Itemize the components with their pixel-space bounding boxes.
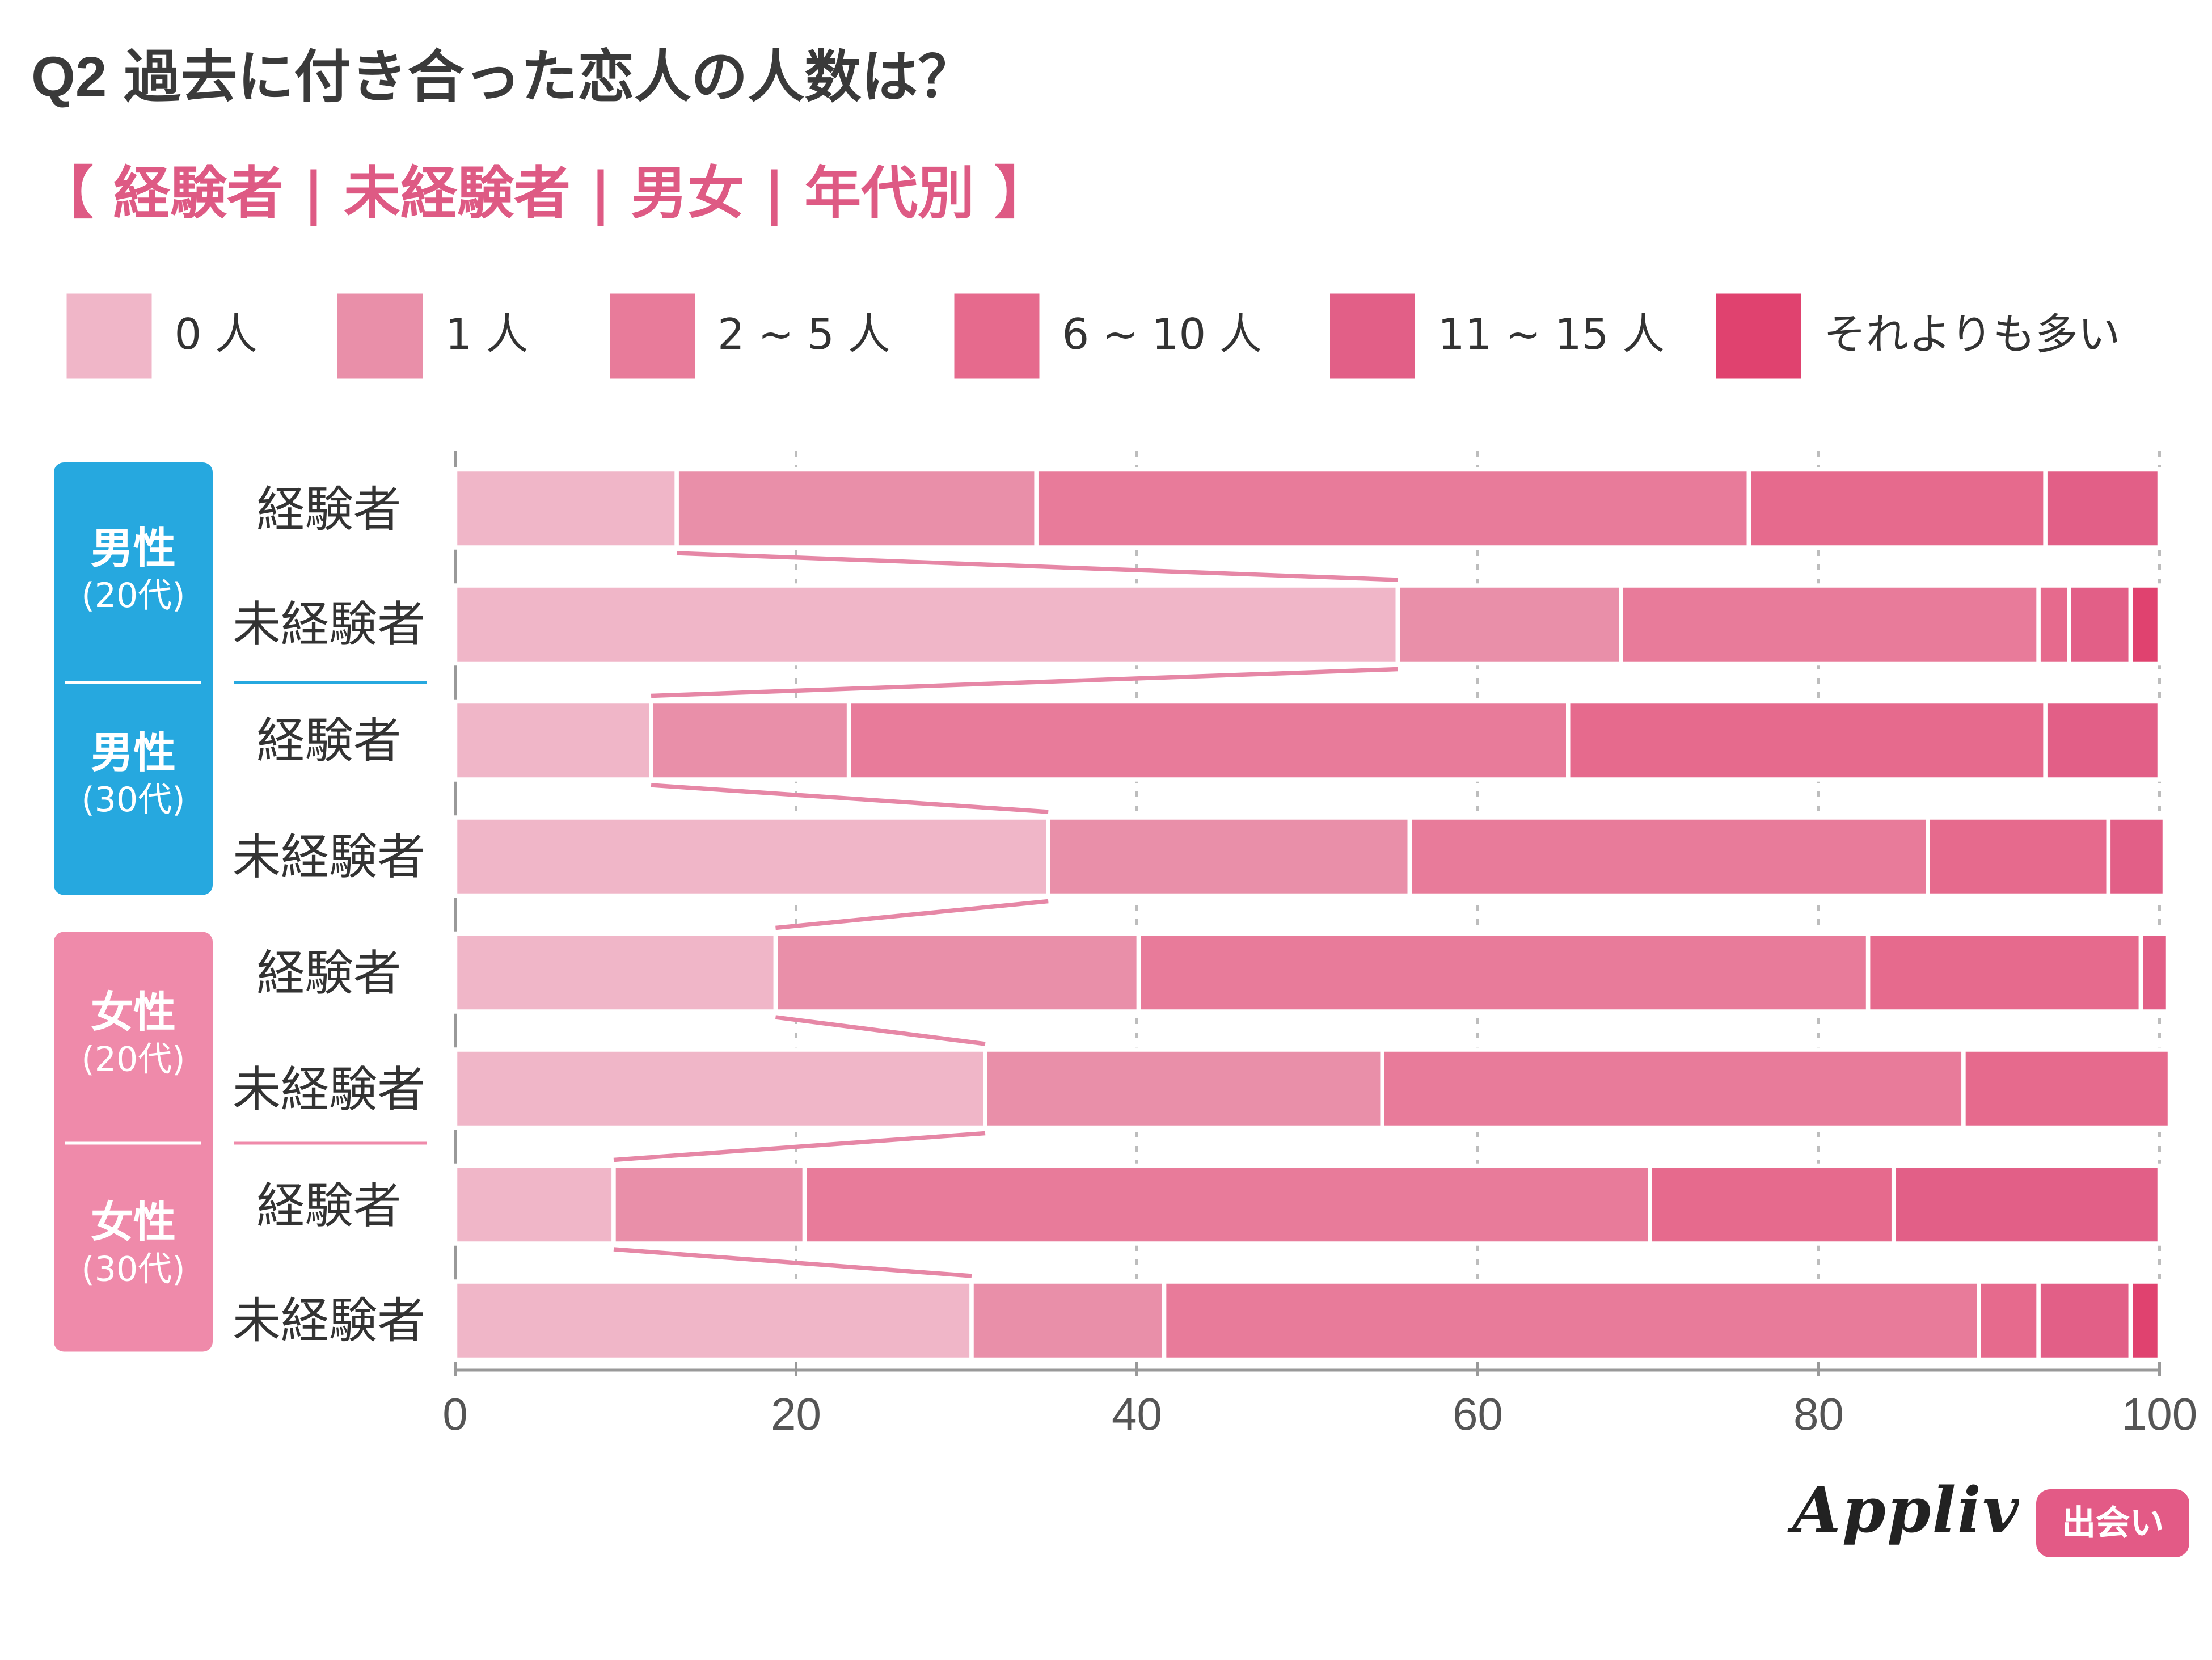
bar-segment: [453, 467, 679, 550]
x-tick-label: 60: [1453, 1389, 1503, 1439]
group-divider: [65, 681, 201, 684]
legend-label: 2 ~ 5 人: [717, 310, 890, 361]
bar-segment: [2128, 583, 2162, 666]
connector-line: [613, 1247, 972, 1278]
row-label: 経験者: [256, 482, 402, 539]
female-group-box: 女性 (20代) 女性 (30代): [54, 932, 213, 1352]
bar-segment: [1162, 1279, 1981, 1362]
bar-segment: [1046, 815, 1412, 898]
bar-segment: [969, 1279, 1167, 1362]
question-number: Q2: [31, 47, 107, 109]
row-label: 未経験者: [233, 829, 425, 887]
bar-segment: [611, 1163, 807, 1246]
bar-segment: [453, 1163, 616, 1246]
bar-segment: [2067, 583, 2133, 666]
bar-segment: [1380, 1047, 1966, 1130]
connector-line: [613, 1131, 986, 1162]
bar-segment: [1136, 931, 1871, 1014]
bar-segment: [2138, 931, 2171, 1014]
x-tick-label: 0: [442, 1389, 468, 1439]
bar-segment: [2043, 699, 2162, 782]
bar-segment: [1034, 467, 1751, 550]
connector-line: [651, 667, 1398, 698]
male-group-box: 男性 (20代) 男性 (30代): [54, 462, 213, 895]
bar-segment: [453, 699, 653, 782]
connector-line: [775, 1015, 986, 1046]
connector-line: [677, 551, 1398, 582]
bar-segment: [1619, 583, 2041, 666]
bar-segment: [453, 815, 1050, 898]
row-label: 経験者: [256, 713, 402, 770]
bar-segment: [1977, 1279, 2041, 1362]
bar-segment: [1865, 931, 2143, 1014]
legend-swatch: [337, 293, 423, 379]
bar-segment: [846, 699, 1571, 782]
chart-subtitle: 【 経験者 | 未経験者 | 男女 | 年代別 】: [37, 162, 1052, 227]
connector-line: [775, 899, 1049, 930]
question-text: 過去に付き合った恋人の人数は？: [124, 45, 975, 111]
bar-segment: [1407, 815, 1930, 898]
bar-segment: [1566, 699, 2048, 782]
bar-segment: [2036, 1279, 2133, 1362]
x-tick-label: 80: [1793, 1389, 1844, 1439]
group-label: 男性 (20代): [81, 525, 185, 616]
group-label: 女性 (30代): [81, 1198, 185, 1290]
legend-label: 6 ~ 10 人: [1062, 310, 1263, 361]
legend-label: 1 人: [445, 310, 529, 361]
bar-segment: [2106, 815, 2167, 898]
row-label: 未経験者: [233, 1294, 425, 1350]
bar-segment: [773, 931, 1141, 1014]
group-label: 男性 (30代): [81, 729, 185, 820]
bar-segment: [802, 1163, 1652, 1246]
bar-segment: [453, 583, 1400, 666]
bar-segment: [2043, 467, 2162, 550]
row-label: 未経験者: [233, 597, 425, 654]
legend-label: 11 ~ 15 人: [1438, 310, 1665, 361]
legend-swatch: [954, 293, 1040, 379]
row-label: 経験者: [256, 946, 402, 1003]
legend-label: それよりも多い: [1823, 310, 2121, 361]
row-separator: [234, 681, 427, 684]
bar-segment: [1648, 1163, 1896, 1246]
bar-segment: [1891, 1163, 2162, 1246]
bar-segment: [1961, 1047, 2172, 1130]
legend-swatch: [66, 293, 152, 379]
bar-segment: [2036, 583, 2071, 666]
bar-segment: [2128, 1279, 2162, 1362]
chart-title: Q2 過去に付き合った恋人の人数は？: [31, 31, 974, 113]
x-tick-label: 20: [771, 1389, 821, 1439]
bar-segment: [649, 699, 851, 782]
row-label: 未経験者: [233, 1062, 425, 1119]
row-separator: [234, 1141, 427, 1145]
bar-segment: [453, 1047, 987, 1130]
legend-swatch: [1330, 293, 1415, 379]
bar-segment: [1746, 467, 2048, 550]
group-divider: [65, 1141, 201, 1145]
bar-segment: [983, 1047, 1384, 1130]
row-label: 経験者: [256, 1178, 402, 1236]
legend-swatch: [610, 293, 695, 379]
group-label: 女性 (20代): [81, 988, 185, 1080]
bar-segment: [674, 467, 1039, 550]
connector-line: [651, 783, 1049, 814]
logo-tag: 出会い: [2036, 1489, 2189, 1557]
legend-swatch: [1716, 293, 1801, 379]
bar-segment: [1926, 815, 2111, 898]
bar-segment: [453, 931, 778, 1014]
legend-label: 0 人: [174, 310, 258, 361]
x-tick-label: 100: [2122, 1389, 2197, 1439]
bar-segment: [453, 1279, 974, 1362]
bar-segment: [1395, 583, 1623, 666]
appliv-logo: Appliv: [1792, 1475, 2020, 1548]
x-tick-label: 40: [1112, 1389, 1162, 1439]
